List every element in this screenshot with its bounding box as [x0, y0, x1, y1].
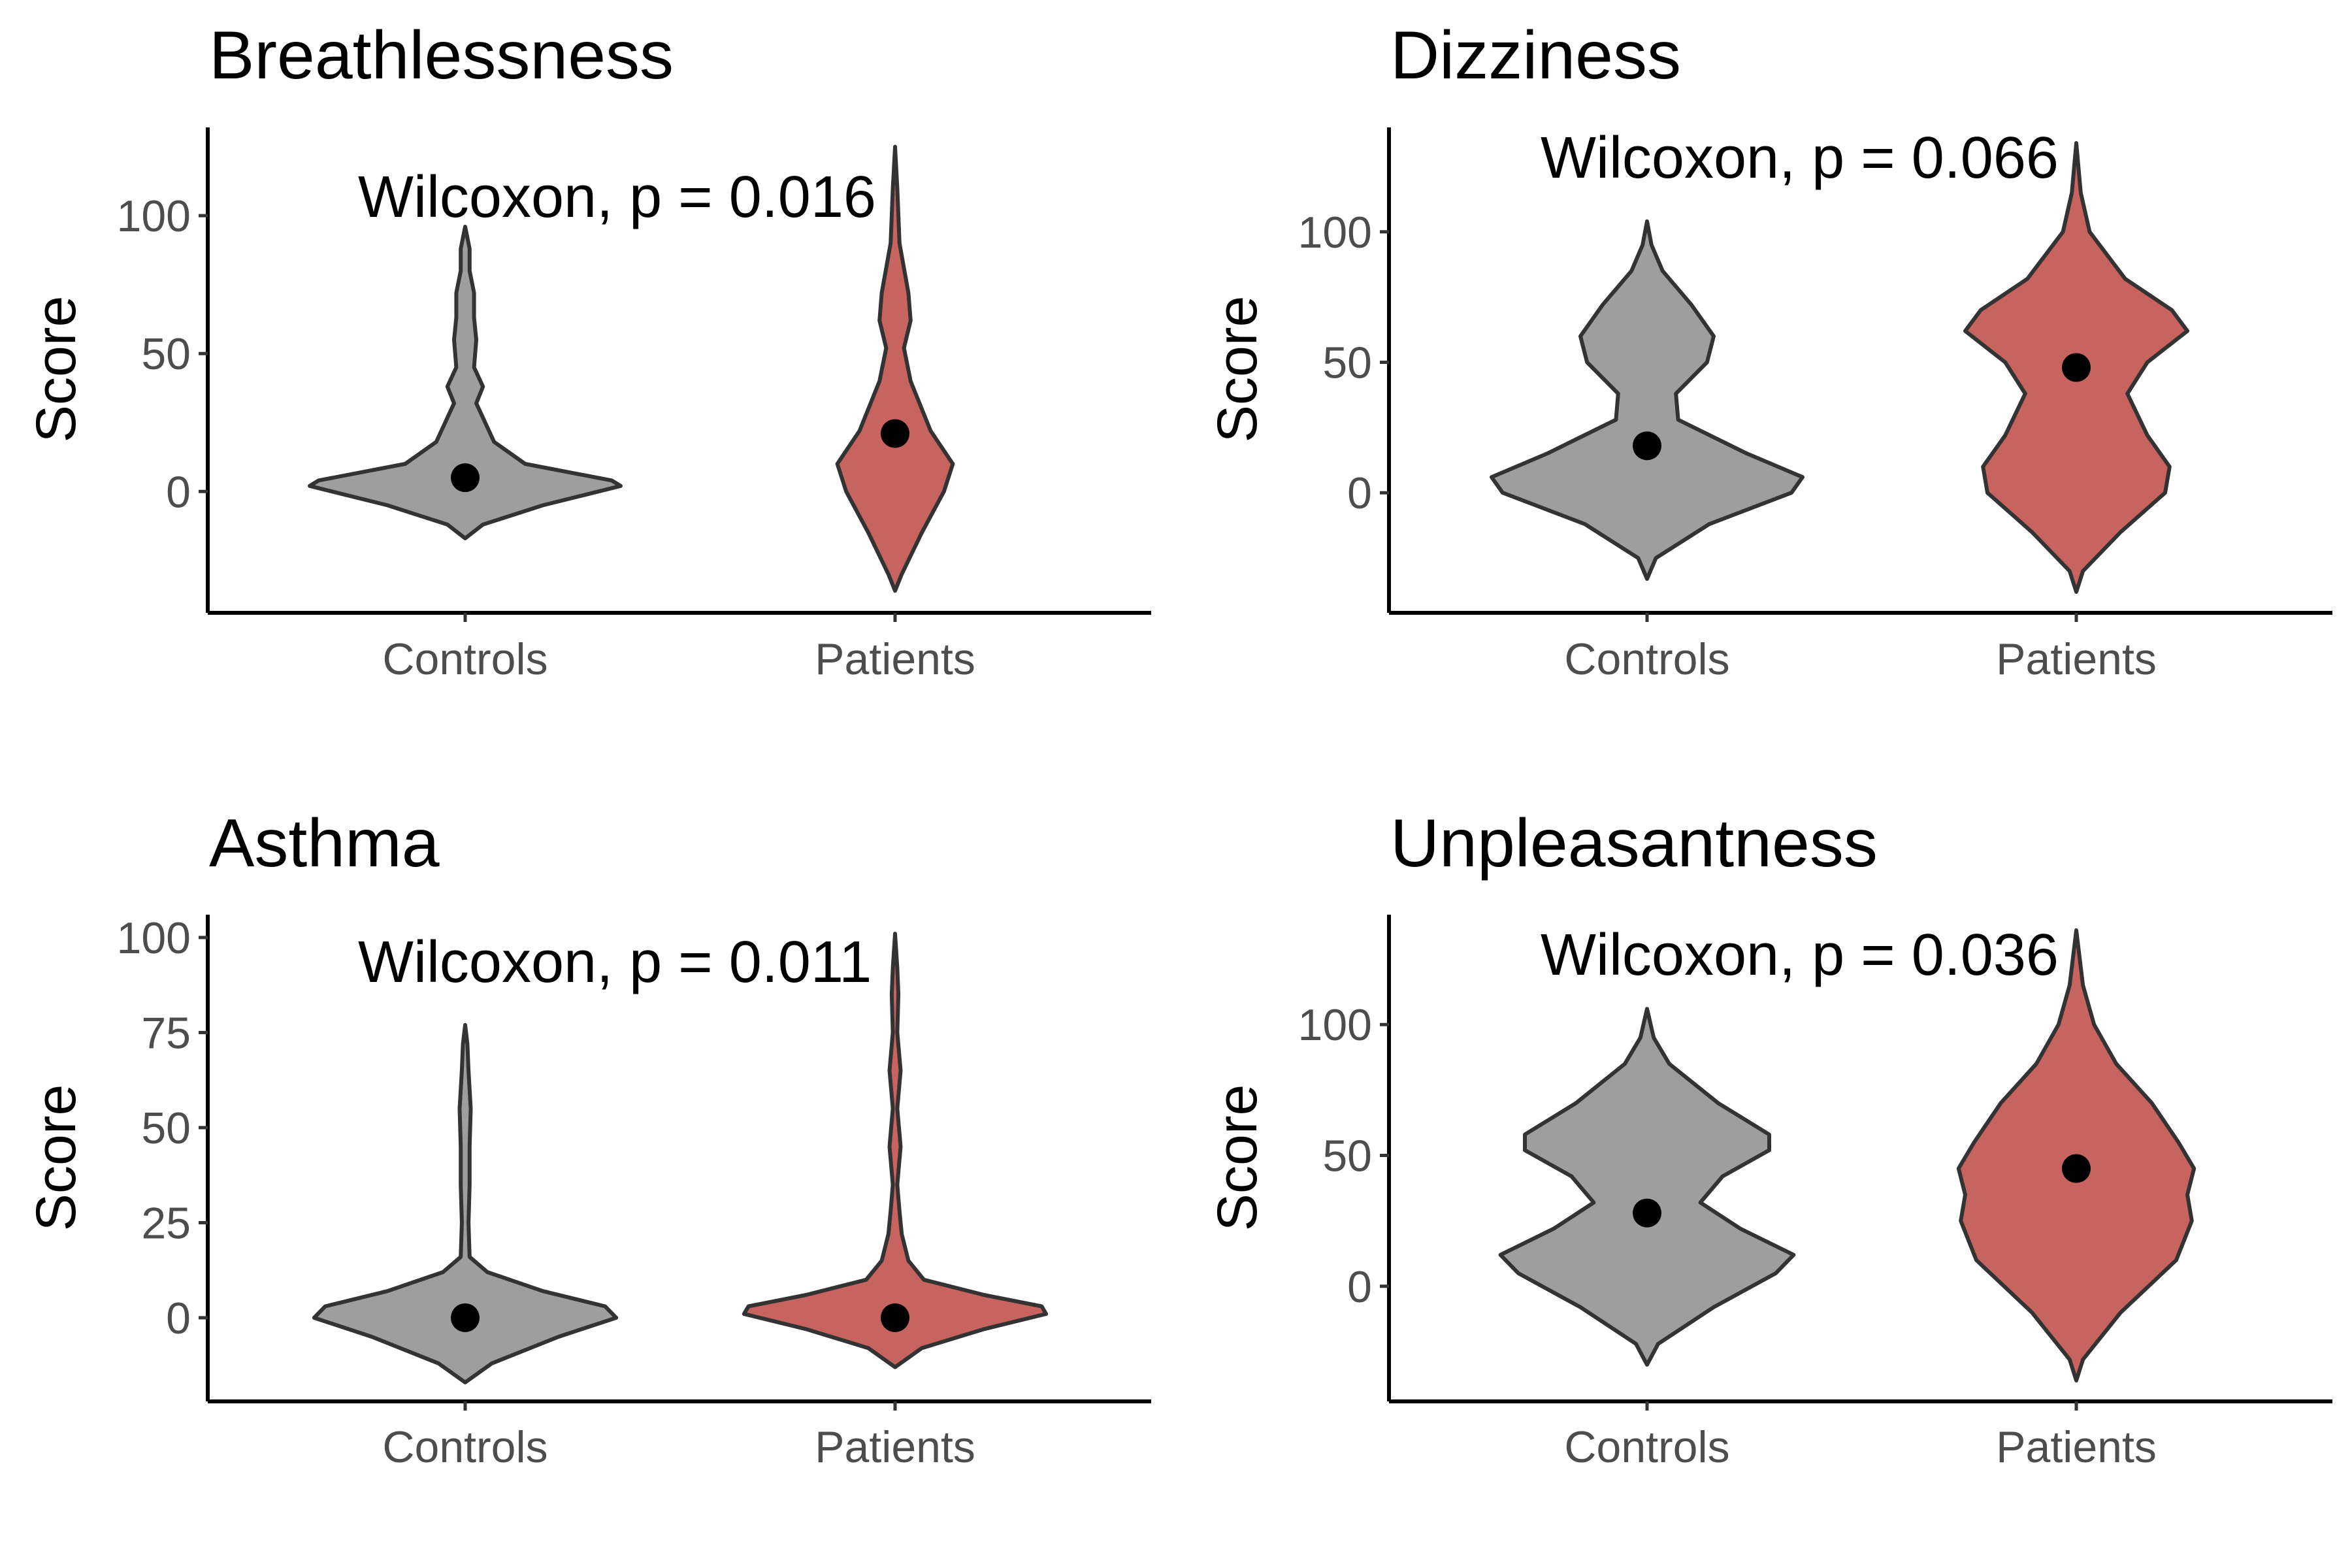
y-tick-label: 100: [1298, 1000, 1372, 1050]
violin-controls: [308, 225, 623, 541]
y-axis-label: Score: [25, 296, 88, 443]
x-tick-label: Patients: [1996, 1422, 2157, 1472]
median-point-patients: [881, 419, 909, 448]
median-point-patients: [2062, 1154, 2091, 1183]
x-tick-label: Controls: [382, 634, 547, 684]
y-axis-label: Score: [1206, 1085, 1269, 1232]
violin-controls: [312, 1022, 619, 1384]
y-tick-label: 75: [141, 1008, 191, 1058]
y-tick-label: 0: [1347, 468, 1372, 518]
y-tick-label: 50: [141, 329, 191, 379]
wilcoxon-annotation: Wilcoxon, p = 0.036: [1541, 923, 2059, 988]
y-tick-label: 100: [117, 191, 191, 241]
y-tick-label: 50: [1322, 1131, 1372, 1181]
wilcoxon-annotation: Wilcoxon, p = 0.016: [358, 165, 876, 230]
median-point-controls: [1633, 431, 1661, 461]
panel-breathlessness: Breathlessness Score 0 50 100 Controls Patie…: [25, 18, 1151, 684]
wilcoxon-annotation: Wilcoxon, p = 0.066: [1541, 125, 2059, 191]
x-tick-label: Controls: [1564, 634, 1729, 684]
median-point-controls: [451, 1303, 480, 1332]
y-axis-label: Score: [25, 1085, 88, 1232]
y-tick-label: 100: [1298, 208, 1372, 257]
x-tick-label: Controls: [1564, 1422, 1729, 1472]
violin-patients: [742, 932, 1049, 1369]
panel-title: Asthma: [209, 806, 440, 881]
median-point-controls: [1633, 1198, 1661, 1228]
panel-title: Dizziness: [1390, 18, 1681, 93]
x-tick-label: Patients: [815, 1422, 975, 1472]
y-tick-label: 0: [166, 1294, 191, 1343]
median-point-patients: [881, 1303, 909, 1332]
y-axis-label: Score: [1206, 296, 1269, 443]
x-tick-label: Controls: [382, 1422, 547, 1472]
y-tick-label: 50: [1322, 338, 1372, 388]
y-tick-label: 0: [1347, 1262, 1372, 1312]
y-tick-label: 50: [141, 1103, 191, 1153]
plot-area: 0 25 50 75 100 Controls Patients Wilcoxon, p = …: [117, 913, 1151, 1472]
plot-area: 0 50 100 Controls Patients Wilcoxon, p = 0.06…: [1298, 125, 2332, 684]
median-point-controls: [451, 463, 480, 493]
plot-area: 0 50 100 Controls Patients Wilcoxon, p = 0.03…: [1298, 915, 2332, 1472]
violin-controls: [1490, 219, 1805, 581]
plot-area: 0 50 100 Controls Patients Wilcoxon, p = 0.01…: [117, 127, 1151, 684]
y-tick-label: 25: [141, 1198, 191, 1248]
panel-dizziness: Dizziness Score 0 50 100 Controls Patients Wi…: [1206, 18, 2332, 684]
violin-patients: [835, 144, 955, 593]
y-tick-label: 100: [117, 913, 191, 963]
x-tick-label: Patients: [815, 634, 975, 684]
median-point-patients: [2062, 353, 2091, 382]
wilcoxon-annotation: Wilcoxon, p = 0.011: [358, 930, 872, 995]
panel-title: Breathlessness: [209, 18, 674, 93]
panel-asthma: Asthma Score 0 25 50 75 100 Controls Patients W…: [25, 806, 1151, 1472]
x-tick-label: Patients: [1996, 634, 2157, 684]
panel-unpleasantness: Unpleasantness Score 0 50 100 Controls Patie…: [1206, 806, 2332, 1472]
y-tick-label: 0: [166, 467, 191, 517]
panel-title: Unpleasantness: [1390, 806, 1878, 881]
violin-controls: [1498, 1007, 1796, 1367]
